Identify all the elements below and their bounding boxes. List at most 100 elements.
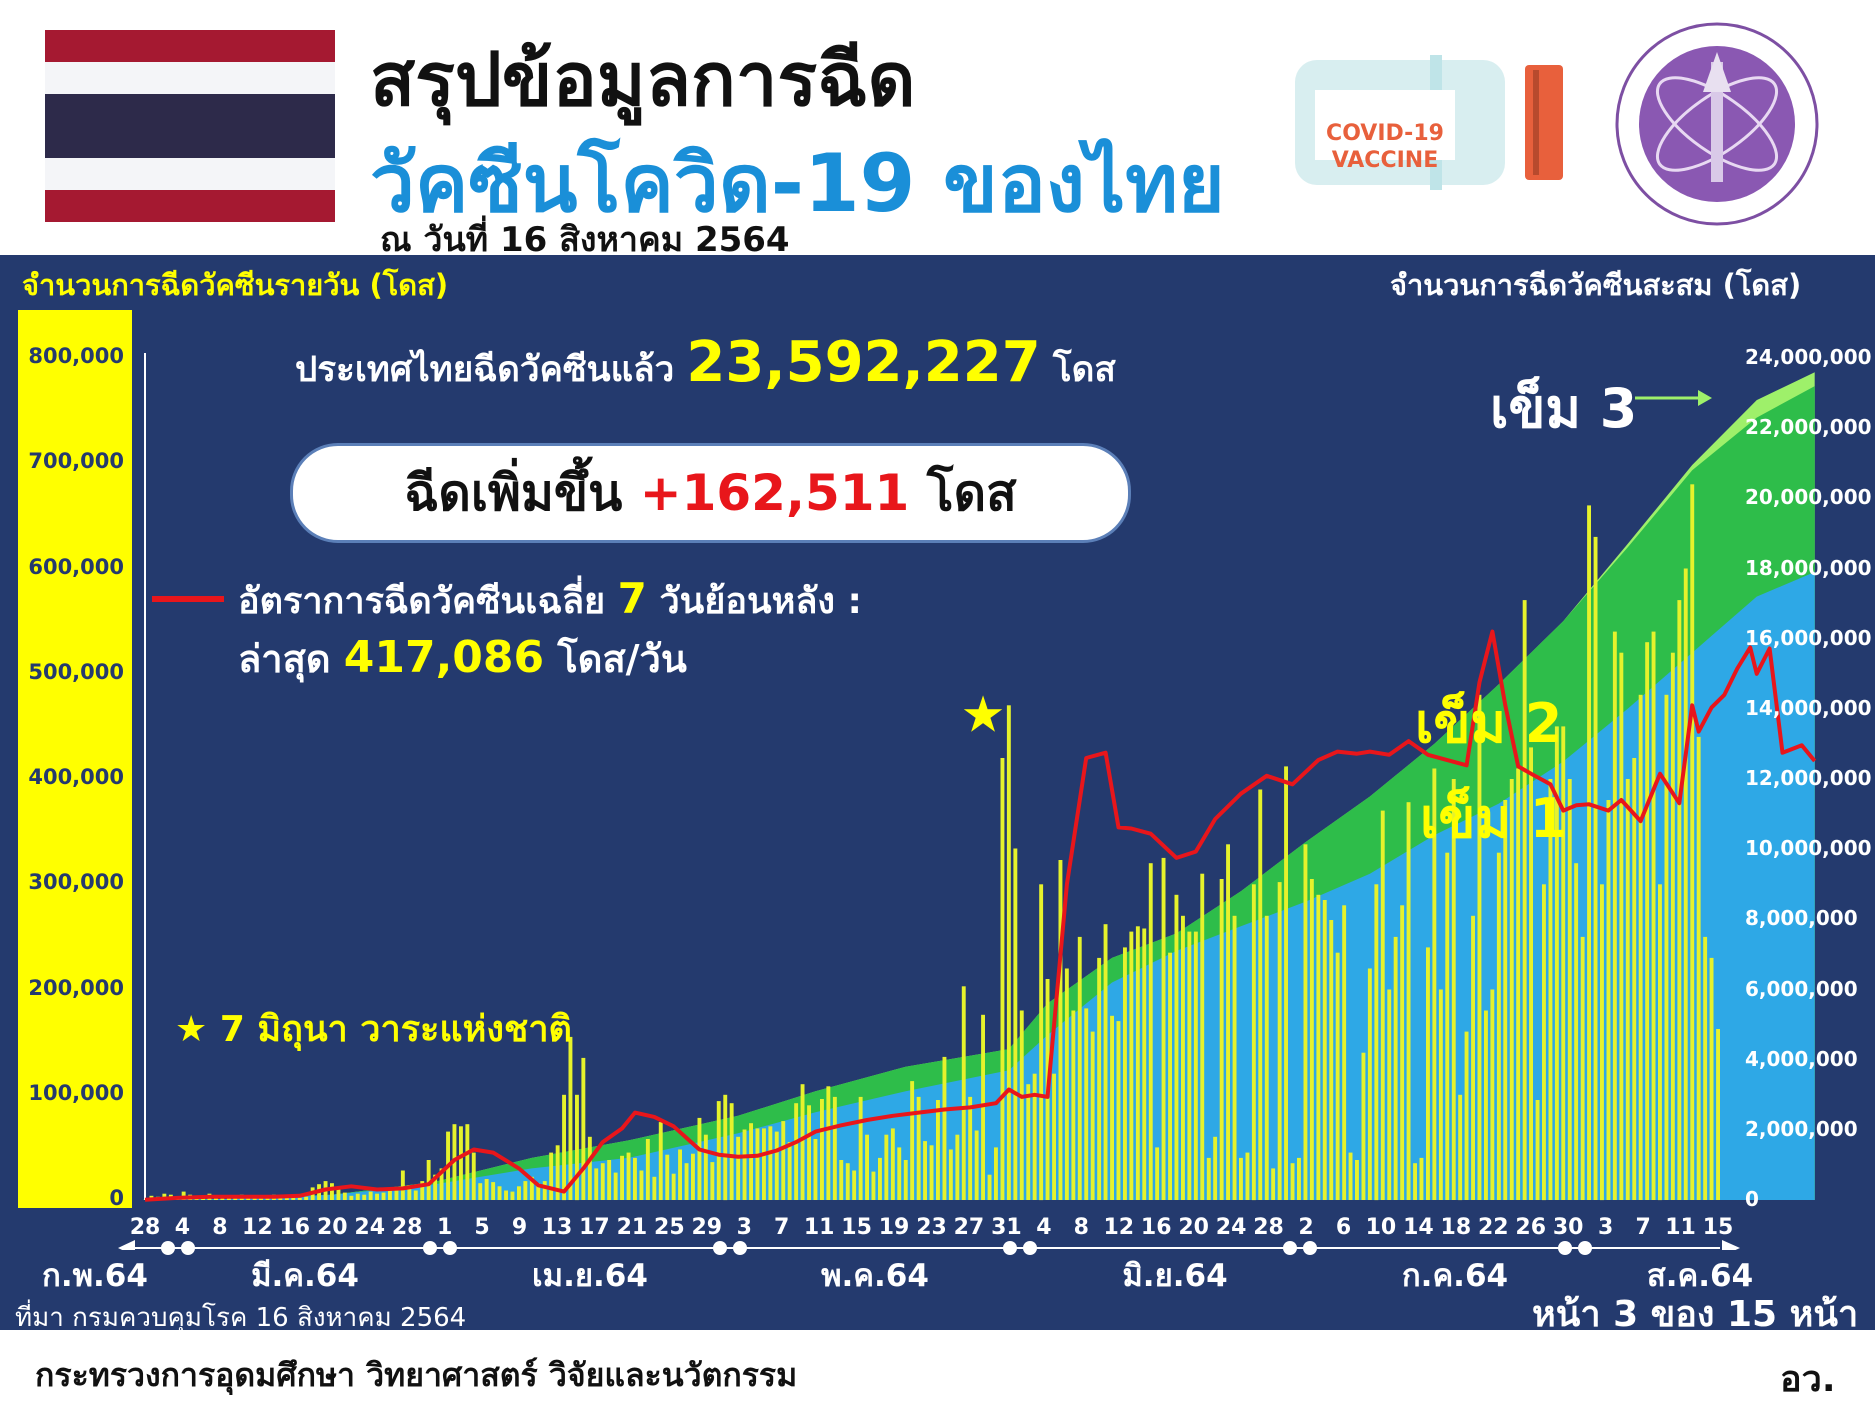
left-tick-label: 100,000 bbox=[28, 1080, 124, 1105]
daily-bar bbox=[710, 1162, 715, 1200]
daily-bar bbox=[1123, 947, 1127, 1200]
daily-bar bbox=[1406, 802, 1411, 1200]
daily-bar bbox=[1516, 768, 1521, 1200]
daily-bar bbox=[633, 1157, 637, 1200]
daily-bar bbox=[697, 1117, 702, 1200]
daily-bar bbox=[858, 1096, 863, 1200]
daily-bar bbox=[1490, 989, 1495, 1200]
source-note: ที่มา กรมควบคุมโรค 16 สิงหาคม 2564 bbox=[15, 1303, 467, 1333]
dose3-arrow-head bbox=[1698, 390, 1712, 406]
month-boundary-dot bbox=[1023, 1241, 1037, 1255]
x-tick-label: 14 bbox=[1403, 1215, 1434, 1240]
daily-bar bbox=[781, 1121, 786, 1200]
daily-bar bbox=[1181, 915, 1185, 1200]
daily-bar bbox=[1316, 894, 1321, 1200]
daily-bar bbox=[1400, 905, 1405, 1200]
left-tick-label: 200,000 bbox=[28, 975, 124, 1000]
daily-bar bbox=[542, 1181, 547, 1200]
daily-bar bbox=[1322, 900, 1327, 1200]
month-boundary-dot bbox=[1283, 1241, 1297, 1255]
daily-bar bbox=[1606, 800, 1611, 1200]
x-tick-label: 28 bbox=[391, 1215, 423, 1240]
daily-bar bbox=[400, 1170, 405, 1200]
month-boundary-dot bbox=[443, 1241, 457, 1255]
daily-bar bbox=[1174, 894, 1179, 1200]
daily-bar bbox=[465, 1124, 470, 1200]
left-axis-title: จำนวนการฉีดวัคซีนรายวัน (โดส) bbox=[22, 268, 449, 302]
x-tick-label: 16 bbox=[1140, 1215, 1172, 1240]
latest-value: 417,086 bbox=[343, 632, 545, 683]
daily-bar bbox=[1548, 779, 1553, 1200]
daily-bar bbox=[794, 1103, 799, 1200]
daily-bar bbox=[1239, 1157, 1243, 1200]
right-tick-label: 14,000,000 bbox=[1745, 695, 1872, 720]
daily-bar bbox=[1464, 1031, 1469, 1200]
x-tick-label: 20 bbox=[1178, 1215, 1209, 1240]
month-boundary-dot bbox=[713, 1241, 727, 1255]
daily-bar bbox=[1438, 989, 1443, 1200]
star-icon: ★ bbox=[175, 1009, 208, 1050]
x-tick-label: 29 bbox=[691, 1215, 723, 1240]
daily-bar bbox=[491, 1182, 496, 1200]
right-tick-label: 0 bbox=[1745, 1187, 1759, 1211]
avg-line-legend-key bbox=[152, 596, 224, 602]
x-tick-label: 11 bbox=[803, 1215, 835, 1240]
page-title-line2: วัคซีนโควิด-19 ของไทย bbox=[370, 137, 1225, 230]
daily-bar bbox=[342, 1192, 347, 1200]
x-tick-label: 13 bbox=[541, 1215, 573, 1240]
daily-bar bbox=[1361, 1052, 1366, 1200]
right-tick-label: 8,000,000 bbox=[1745, 906, 1858, 931]
daily-bar bbox=[433, 1174, 438, 1200]
daily-bar bbox=[1013, 848, 1018, 1200]
daily-bar bbox=[1213, 1136, 1218, 1200]
daily-bar bbox=[497, 1186, 502, 1200]
seven-day-average-line bbox=[144, 629, 1817, 1202]
daily-bar bbox=[1219, 879, 1224, 1200]
daily-bar bbox=[581, 1057, 586, 1200]
right-tick-label: 22,000,000 bbox=[1745, 415, 1872, 440]
star-annotation: ★ 7 มิถุนา วาระแห่งชาติ bbox=[175, 1000, 572, 1057]
daily-bar bbox=[1084, 1008, 1089, 1200]
daily-bar bbox=[459, 1126, 463, 1200]
daily-bar bbox=[929, 1145, 934, 1200]
daily-bar bbox=[1200, 873, 1205, 1200]
left-axis-band bbox=[18, 310, 132, 1208]
daily-bar bbox=[362, 1194, 367, 1200]
daily-bar bbox=[1052, 1073, 1056, 1200]
daily-bar bbox=[1471, 915, 1475, 1200]
month-boundary-dot bbox=[1303, 1241, 1317, 1255]
dose2-label: เข็ม 2 bbox=[1415, 692, 1563, 755]
daily-bar bbox=[1658, 884, 1662, 1201]
x-tick-label: 15 bbox=[841, 1215, 872, 1240]
daily-bar bbox=[652, 1176, 657, 1200]
month-boundary-dot bbox=[1578, 1241, 1592, 1255]
ministry-seal-logo bbox=[1615, 22, 1819, 226]
daily-bar bbox=[820, 1099, 824, 1200]
header: สรุปข้อมูลการฉีด วัคซีนโควิด-19 ของไทย ณ… bbox=[0, 0, 1875, 260]
daily-bar bbox=[1110, 1015, 1114, 1200]
daily-bar bbox=[1587, 505, 1591, 1200]
daily-bar bbox=[1709, 957, 1714, 1200]
total-value: 23,592,227 bbox=[686, 330, 1041, 395]
daily-bar bbox=[684, 1163, 689, 1200]
x-tick-label: 23 bbox=[916, 1215, 947, 1240]
daily-bar bbox=[426, 1160, 431, 1200]
daily-bar bbox=[774, 1131, 779, 1200]
daily-bar bbox=[955, 1134, 960, 1200]
daily-bar bbox=[600, 1163, 605, 1200]
daily-bar bbox=[536, 1183, 541, 1200]
daily-bar bbox=[1187, 931, 1192, 1200]
daily-bar bbox=[1284, 766, 1288, 1200]
daily-bar bbox=[807, 1105, 811, 1200]
x-tick-label: 8 bbox=[212, 1215, 228, 1240]
daily-bar bbox=[1290, 1163, 1295, 1200]
daily-bar bbox=[1496, 852, 1501, 1200]
daily-bar bbox=[594, 1168, 599, 1200]
daily-bar bbox=[678, 1149, 682, 1200]
x-tick-label: 25 bbox=[654, 1215, 685, 1240]
daily-bar bbox=[517, 1186, 521, 1200]
left-tick-label: 500,000 bbox=[28, 659, 124, 684]
month-boundary-dot bbox=[1558, 1241, 1572, 1255]
daily-bar bbox=[1716, 1029, 1720, 1200]
total-doses-line: ประเทศไทยฉีดวัคซีนแล้ว 23,592,227 โดส bbox=[295, 330, 1116, 397]
